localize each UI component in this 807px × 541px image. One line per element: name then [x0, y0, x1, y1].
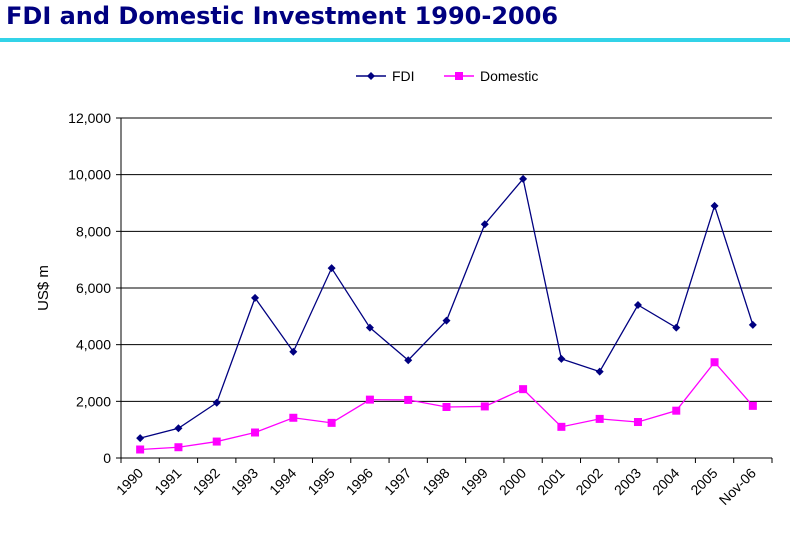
- fdi-series-line: [139, 177, 754, 439]
- domestic-data-point: [365, 395, 374, 404]
- fdi-data-point: [595, 367, 604, 376]
- x-tick-label: 2000: [496, 465, 529, 498]
- domestic-data-point: [251, 428, 260, 437]
- y-tick-label: 12,000: [68, 110, 111, 126]
- domestic-data-point: [404, 395, 413, 404]
- domestic-data-point: [480, 402, 489, 411]
- x-tick-label: 1993: [228, 465, 261, 498]
- domestic-data-point: [633, 418, 642, 427]
- legend-marker-fdi: [367, 72, 375, 80]
- y-tick-label: 0: [103, 450, 111, 466]
- fdi-data-point: [442, 316, 451, 325]
- domestic-data-point: [748, 401, 757, 410]
- domestic-data-point: [327, 418, 336, 427]
- x-tick-label: 2003: [611, 465, 644, 498]
- y-tick-label: 2,000: [76, 393, 111, 409]
- y-tick-label: 10,000: [68, 167, 111, 183]
- fdi-data-point: [519, 174, 528, 183]
- x-tick-label: 1997: [381, 465, 414, 498]
- fdi-data-point: [557, 354, 566, 363]
- legend-item-fdi: FDI: [356, 68, 415, 84]
- fdi-data-point: [327, 264, 336, 273]
- domestic-data-point: [557, 422, 566, 431]
- gridlines: [121, 117, 772, 402]
- y-tick-label: 4,000: [76, 337, 111, 353]
- fdi-data-point: [480, 220, 489, 229]
- fdi-data-point: [365, 323, 374, 332]
- fdi-series: [136, 174, 757, 443]
- title-underline: [0, 38, 790, 42]
- domestic-data-point: [174, 443, 183, 452]
- y-axis-ticks: 0 2,000 4,000 6,000 8,000 10,000 12,000: [68, 110, 121, 466]
- fdi-data-point: [289, 347, 298, 356]
- x-tick-label: 1991: [151, 465, 184, 498]
- domestic-series: [136, 358, 757, 454]
- domestic-data-point: [672, 406, 681, 415]
- fdi-data-point: [748, 320, 757, 329]
- fdi-data-point: [672, 323, 681, 332]
- y-tick-label: 8,000: [76, 223, 111, 239]
- domestic-data-point: [595, 414, 604, 423]
- x-tick-label: 1990: [113, 465, 146, 498]
- x-tick-label: 2001: [534, 465, 567, 498]
- domestic-data-point: [136, 445, 145, 454]
- fdi-data-point: [174, 424, 183, 433]
- x-tick-label: 2005: [687, 465, 720, 498]
- x-tick-label: 2004: [649, 465, 682, 498]
- x-tick-label: 2002: [572, 465, 605, 498]
- fdi-data-point: [136, 434, 145, 443]
- fdi-data-point: [212, 398, 221, 407]
- x-tick-label: Nov-06: [716, 465, 759, 508]
- domestic-data-point: [519, 385, 528, 394]
- fdi-data-point: [633, 301, 642, 309]
- series-layer: [136, 174, 757, 454]
- fdi-data-point: [404, 356, 413, 365]
- fdi-data-point: [710, 201, 719, 210]
- x-tick-label: 1998: [419, 465, 452, 498]
- domestic-data-point: [710, 358, 719, 367]
- y-tick-label: 6,000: [76, 280, 111, 296]
- domestic-data-point: [289, 413, 298, 422]
- domestic-data-point: [442, 403, 451, 411]
- x-axis-ticks: 1990 1991 1992 1993 1994 1995 1996 1997 1998 1999…: [113, 458, 773, 508]
- x-tick-label: 1999: [458, 465, 491, 498]
- page-title: FDI and Domestic Investment 1990-2006: [6, 2, 559, 30]
- legend-label-fdi: FDI: [392, 68, 415, 84]
- x-tick-label: 1994: [266, 465, 299, 498]
- legend: FDI Domestic: [356, 68, 538, 84]
- x-tick-label: 1992: [190, 465, 223, 498]
- x-tick-label: 1996: [343, 465, 376, 498]
- legend-item-domestic: Domestic: [444, 68, 538, 84]
- legend-marker-domestic: [455, 72, 463, 80]
- fdi-data-point: [251, 293, 260, 302]
- x-tick-label: 1995: [304, 465, 337, 498]
- y-axis-label: US$ m: [35, 265, 52, 311]
- domestic-data-point: [212, 437, 221, 446]
- legend-label-domestic: Domestic: [480, 68, 538, 84]
